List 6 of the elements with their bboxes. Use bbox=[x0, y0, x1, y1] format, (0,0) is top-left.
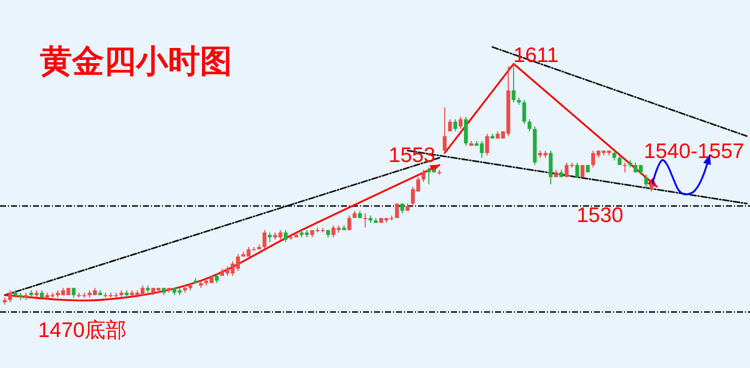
annotation: 1530 bbox=[576, 204, 624, 227]
annotation: 1553 bbox=[388, 144, 436, 167]
annotation: 1540-1557 bbox=[644, 140, 744, 163]
title: 黄金四小时图 bbox=[40, 42, 232, 80]
annotation: 1470底部 bbox=[38, 319, 127, 342]
annotation: 1611 bbox=[513, 44, 559, 67]
